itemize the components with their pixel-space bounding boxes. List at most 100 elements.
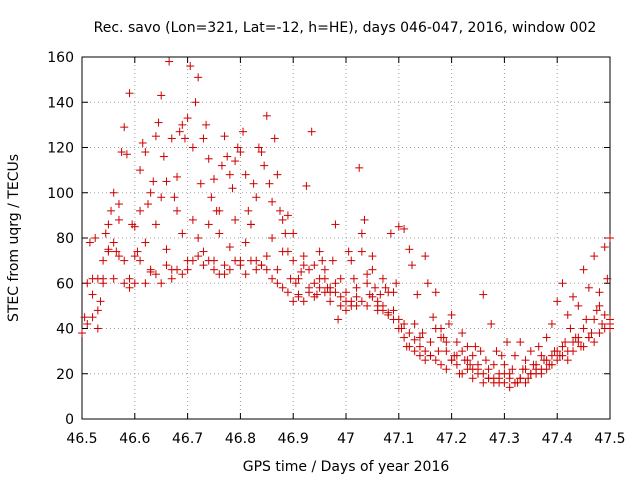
data-point [220, 132, 229, 141]
data-point [444, 319, 453, 328]
data-point [410, 319, 419, 328]
data-point [85, 238, 94, 247]
data-point [109, 188, 118, 197]
data-point [505, 369, 514, 378]
data-point [194, 73, 203, 82]
x-tick-label: 47.2 [436, 431, 467, 447]
data-point [310, 292, 319, 301]
data-point [466, 360, 475, 369]
data-point [320, 288, 329, 297]
data-point [334, 315, 343, 324]
data-point [178, 120, 187, 129]
data-point [442, 365, 451, 374]
data-point [109, 274, 118, 283]
data-point [553, 356, 562, 365]
data-point [569, 347, 578, 356]
data-point [495, 374, 504, 383]
data-point [421, 356, 430, 365]
data-point [574, 301, 583, 310]
data-point [141, 279, 150, 288]
data-point [217, 161, 226, 170]
data-point [283, 211, 292, 220]
data-point [547, 319, 556, 328]
data-point [278, 215, 287, 224]
data-point [479, 378, 488, 387]
data-point [273, 279, 282, 288]
data-point [283, 288, 292, 297]
data-point [526, 369, 535, 378]
data-point [561, 338, 570, 347]
data-point [120, 123, 129, 132]
data-point [154, 118, 163, 127]
data-point [381, 283, 390, 292]
data-point [149, 177, 158, 186]
data-point [236, 148, 245, 157]
data-point [136, 166, 145, 175]
data-point [162, 261, 171, 270]
data-point [426, 338, 435, 347]
data-point [151, 132, 160, 141]
x-axis-label: GPS time / Days of year 2016 [243, 459, 450, 475]
data-point [394, 222, 403, 231]
data-point [136, 206, 145, 215]
data-point [294, 274, 303, 283]
data-point [167, 134, 176, 143]
data-point [489, 360, 498, 369]
data-point [392, 279, 401, 288]
data-point [320, 274, 329, 283]
data-point [344, 247, 353, 256]
data-point [114, 215, 123, 224]
data-point [595, 288, 604, 297]
data-point [188, 256, 197, 265]
data-point [463, 342, 472, 351]
data-point [262, 111, 271, 120]
data-point [368, 265, 377, 274]
data-point [125, 274, 134, 283]
data-point [463, 356, 472, 365]
data-point [452, 351, 461, 360]
data-point [328, 256, 337, 265]
data-point [587, 329, 596, 338]
data-point [276, 206, 284, 215]
data-point [112, 247, 121, 256]
data-point [408, 261, 416, 270]
data-point [389, 306, 398, 315]
data-point [326, 297, 335, 306]
chart-title: Rec. savo (Lon=321, Lat=-12, h=HE), days… [94, 20, 597, 36]
data-point [262, 265, 271, 274]
data-point [481, 356, 490, 365]
data-point [569, 292, 578, 301]
data-point [194, 234, 203, 242]
data-points [78, 57, 614, 392]
data-point [199, 247, 208, 256]
data-point [96, 297, 105, 306]
data-point [347, 256, 356, 265]
data-point [437, 333, 446, 342]
data-point [582, 315, 591, 324]
data-point [125, 89, 134, 98]
data-point [431, 324, 440, 333]
data-point [162, 177, 171, 186]
data-point [584, 333, 593, 342]
data-point [114, 200, 123, 209]
data-point [273, 265, 282, 274]
data-point [270, 134, 279, 143]
data-point [342, 288, 350, 297]
data-point [210, 175, 218, 184]
data-point [474, 369, 482, 378]
data-point [178, 229, 187, 238]
data-point [442, 338, 451, 347]
data-point [463, 365, 472, 374]
data-point [400, 224, 409, 233]
data-point [368, 292, 377, 301]
data-point [307, 127, 316, 136]
data-point [83, 279, 92, 288]
data-point [384, 288, 393, 297]
data-point [352, 292, 361, 301]
y-tick-label: 80 [56, 231, 74, 247]
data-point [497, 351, 506, 360]
data-point [429, 313, 438, 322]
data-point [204, 154, 213, 163]
data-point [262, 252, 271, 261]
